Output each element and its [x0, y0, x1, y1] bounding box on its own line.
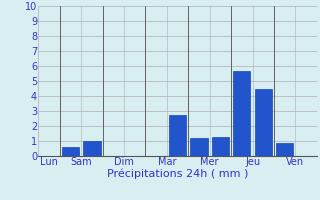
Bar: [169, 115, 186, 156]
Bar: [233, 71, 251, 156]
Bar: [84, 141, 100, 156]
Bar: [212, 137, 229, 156]
Bar: [62, 147, 79, 156]
Bar: [255, 88, 272, 156]
Bar: [276, 142, 293, 156]
Bar: [190, 138, 208, 156]
X-axis label: Précipitations 24h ( mm ): Précipitations 24h ( mm ): [107, 169, 248, 179]
